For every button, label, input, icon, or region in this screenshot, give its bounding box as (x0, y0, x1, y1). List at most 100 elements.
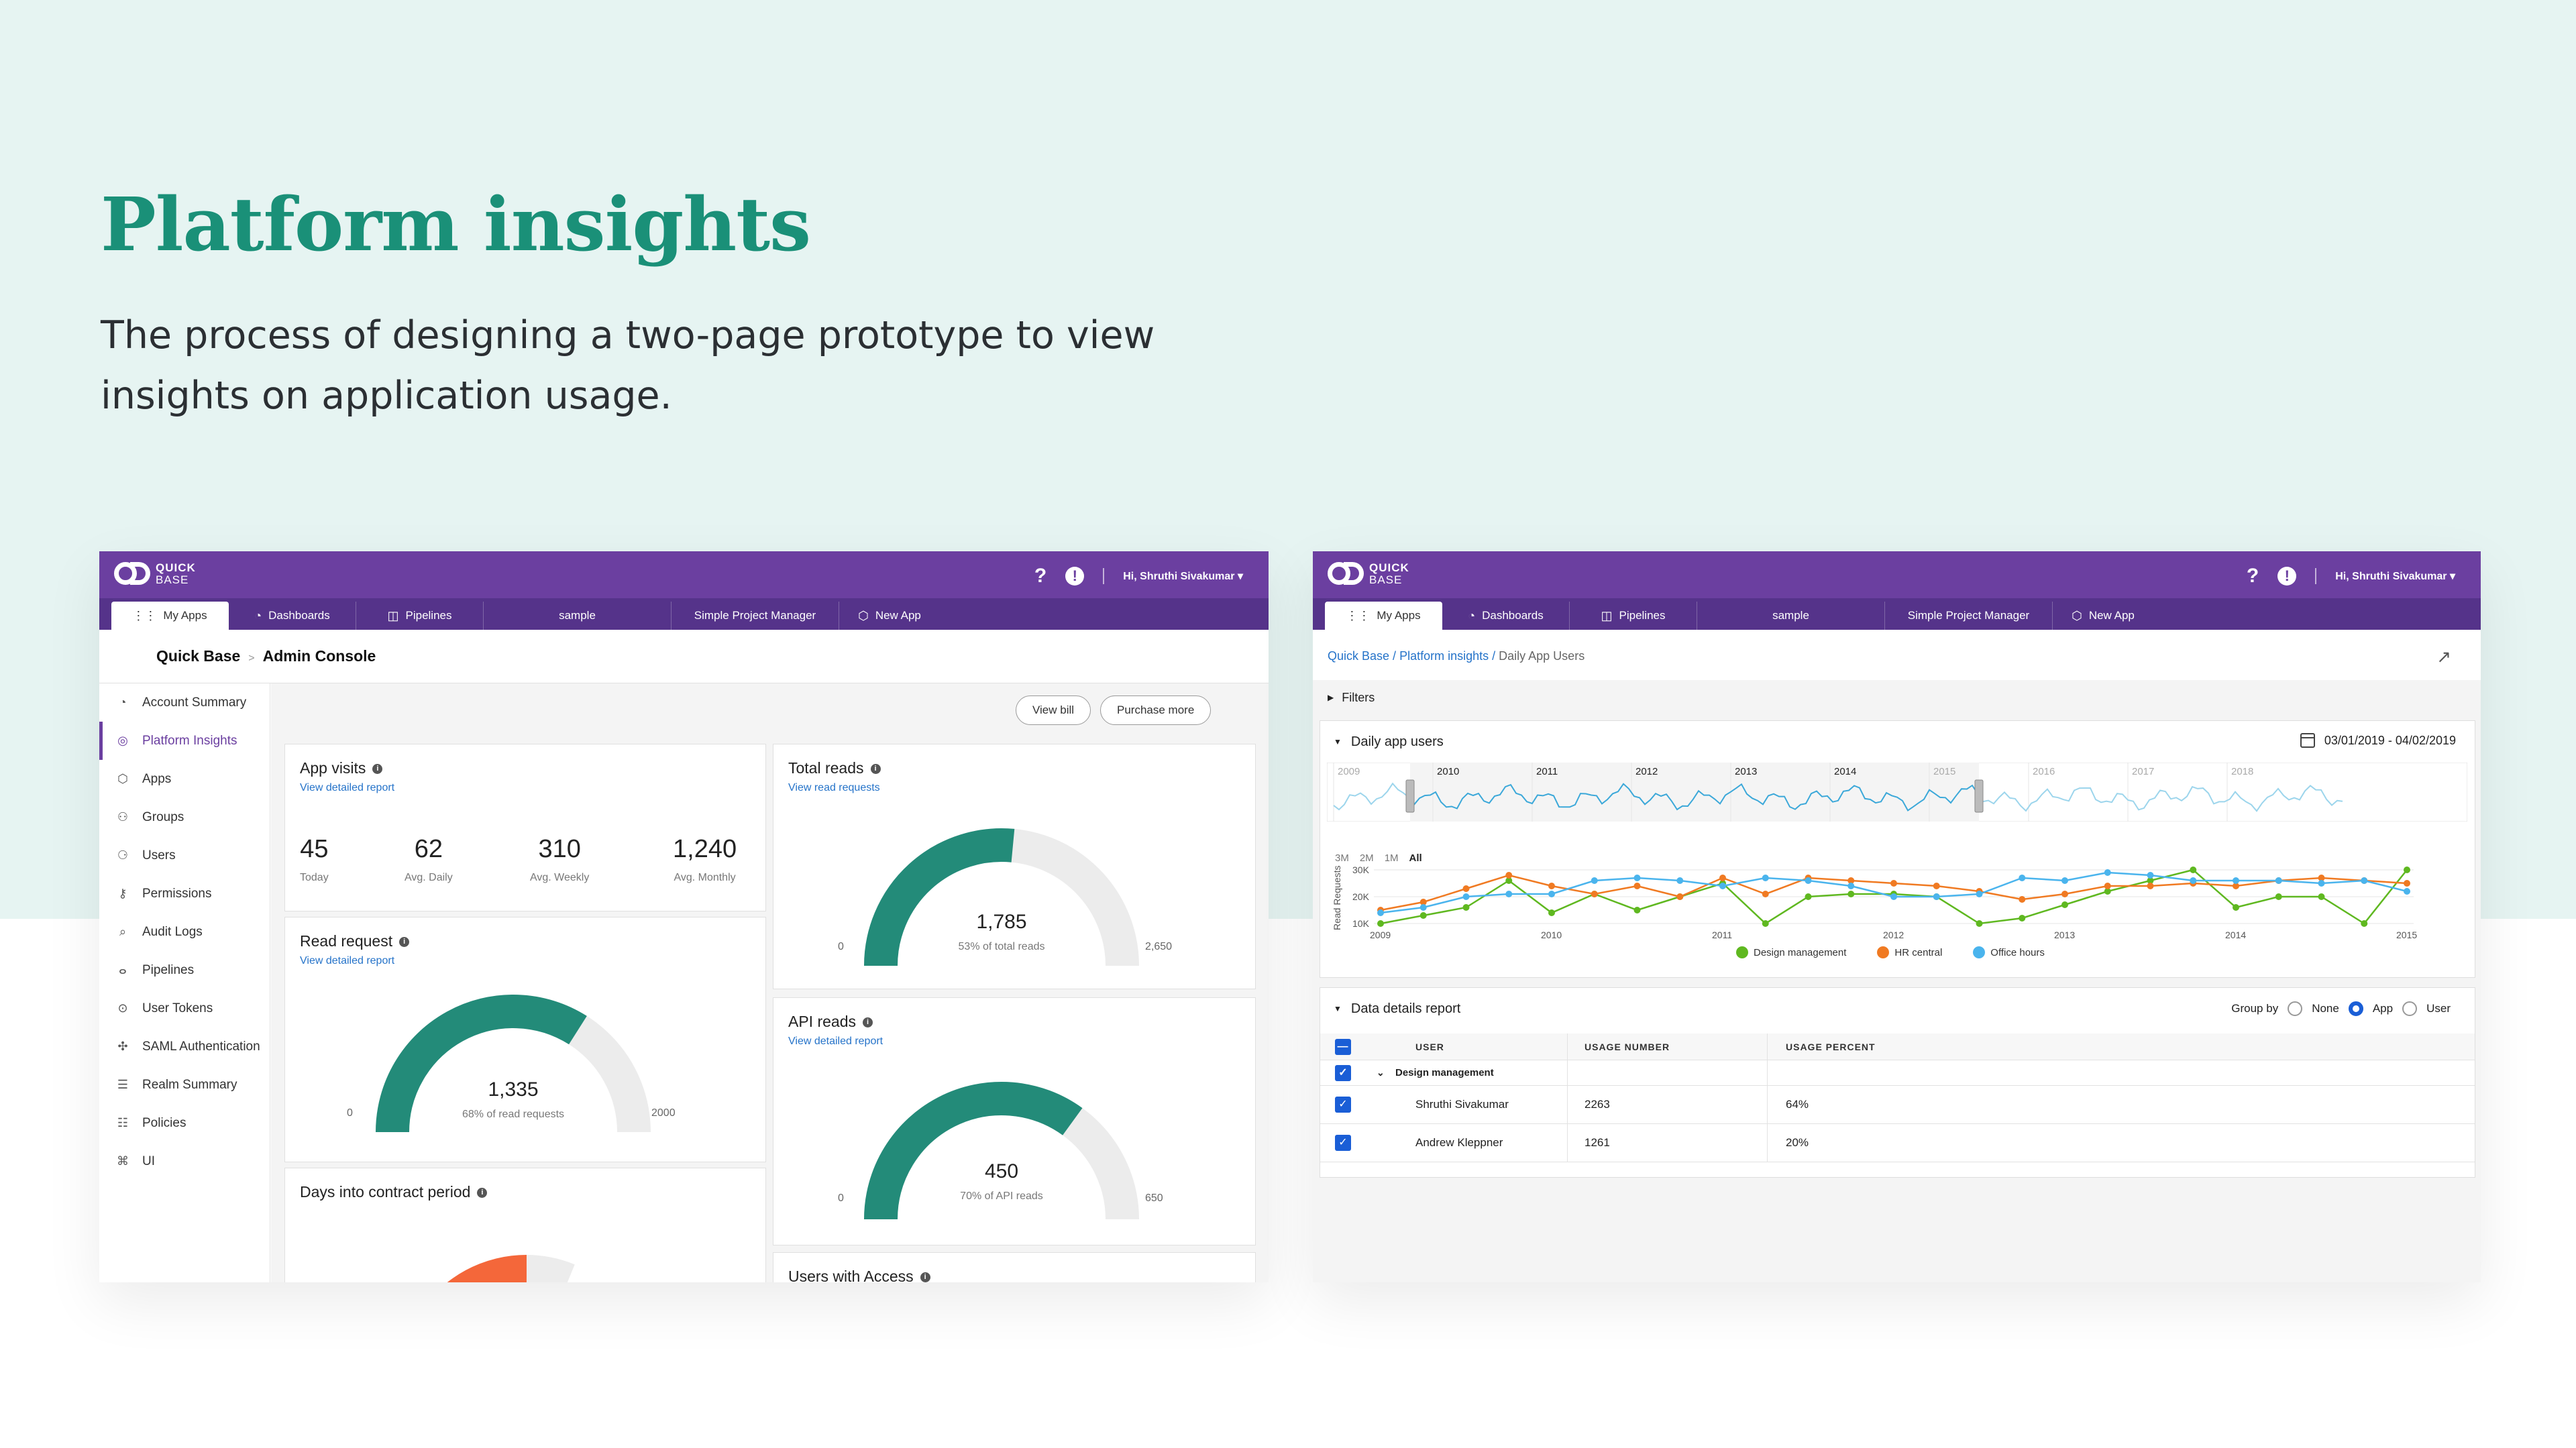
group-row[interactable]: ✓ ⌄ Design management (1320, 1060, 2475, 1086)
tab-new-app[interactable]: ⬡ New App (2053, 602, 2153, 630)
data-point[interactable] (1591, 877, 1598, 884)
data-point[interactable] (2318, 880, 2325, 887)
tab-sample[interactable]: sample (484, 602, 672, 630)
row-checkbox[interactable]: ✓ (1335, 1097, 1351, 1113)
data-point[interactable] (1633, 883, 1641, 889)
purchase-more-button[interactable]: Purchase more (1100, 695, 1212, 725)
data-point[interactable] (2233, 883, 2239, 889)
data-point[interactable] (1805, 893, 1812, 900)
view-detailed-report-link[interactable]: View detailed report (300, 955, 395, 966)
card-title[interactable]: Daily app users (1334, 734, 1444, 750)
data-point[interactable] (2104, 888, 2111, 895)
navigator-selection[interactable] (1410, 763, 1979, 822)
data-point[interactable] (1548, 891, 1555, 897)
data-point[interactable] (2233, 904, 2239, 911)
data-point[interactable] (1462, 904, 1470, 911)
data-point[interactable] (1890, 893, 1897, 900)
filters-toggle[interactable]: Filters (1328, 691, 1375, 705)
info-icon[interactable]: i (477, 1188, 488, 1199)
data-point[interactable] (2190, 877, 2197, 884)
data-point[interactable] (2318, 893, 2325, 900)
tab-my-apps[interactable]: ⋮⋮ My Apps (111, 602, 229, 630)
data-point[interactable] (1419, 904, 1427, 911)
breadcrumb-link[interactable]: Quick Base (1328, 649, 1390, 663)
data-point[interactable] (2361, 877, 2368, 884)
range-1m-button[interactable]: 1M (1384, 852, 1399, 864)
data-point[interactable] (1676, 893, 1684, 900)
legend-item[interactable]: Design management (1736, 946, 1846, 958)
column-header-user[interactable]: USER (1415, 1041, 1444, 1052)
sidebar-item-platform-insights[interactable]: ◎ Platform Insights (99, 722, 270, 760)
data-point[interactable] (1505, 891, 1513, 897)
data-point[interactable] (2147, 872, 2154, 879)
info-icon[interactable]: i (920, 1272, 930, 1282)
tab-simple-project-manager[interactable]: Simple Project Manager (672, 602, 839, 630)
quickbase-logo[interactable]: QUICK BASE (114, 561, 196, 588)
data-point[interactable] (1933, 893, 1940, 900)
column-header-usage-percent[interactable]: USAGE PERCENT (1786, 1041, 1876, 1052)
tab-dashboards[interactable]: ◔ Dashboards (229, 602, 356, 630)
data-point[interactable] (1719, 883, 1726, 889)
data-point[interactable] (1462, 893, 1470, 900)
data-point[interactable] (1719, 875, 1726, 881)
data-point[interactable] (1462, 885, 1470, 892)
select-all-checkbox[interactable]: — (1335, 1039, 1351, 1055)
group-checkbox[interactable]: ✓ (1335, 1065, 1351, 1081)
data-point[interactable] (2147, 877, 2154, 884)
expand-icon[interactable]: ↗ (2436, 647, 2451, 667)
sidebar-item-groups[interactable]: ⚇ Groups (99, 798, 270, 836)
data-point[interactable] (2104, 883, 2111, 889)
data-point[interactable] (2404, 867, 2410, 873)
data-point[interactable] (1548, 909, 1555, 916)
data-point[interactable] (2019, 896, 2026, 903)
data-point[interactable] (1933, 883, 1940, 889)
data-point[interactable] (1762, 891, 1769, 897)
alert-icon[interactable]: ! (2277, 567, 2297, 586)
info-icon[interactable]: i (863, 1017, 873, 1028)
range-all-button[interactable]: All (1409, 852, 1422, 864)
info-icon[interactable]: i (399, 937, 410, 948)
data-point[interactable] (2061, 901, 2068, 908)
data-point[interactable] (2104, 869, 2111, 876)
data-point[interactable] (1890, 880, 1897, 887)
data-point[interactable] (1377, 920, 1384, 927)
sidebar-item-pipelines[interactable]: ⴰ Pipelines (99, 951, 270, 989)
help-icon[interactable]: ? (2246, 565, 2259, 587)
sidebar-item-realm-summary[interactable]: ☰ Realm Summary (99, 1066, 270, 1104)
sidebar-item-account-summary[interactable]: ◔ Account Summary (99, 683, 270, 722)
tab-dashboards[interactable]: ◔ Dashboards (1442, 602, 1570, 630)
data-point[interactable] (2019, 915, 2026, 922)
view-bill-button[interactable]: View bill (1016, 695, 1091, 725)
data-point[interactable] (1505, 872, 1513, 879)
data-point[interactable] (1847, 891, 1855, 897)
range-2m-button[interactable]: 2M (1359, 852, 1374, 864)
info-icon[interactable]: i (870, 764, 881, 775)
data-point[interactable] (1976, 891, 1983, 897)
data-point[interactable] (1762, 920, 1769, 927)
group-user-radio[interactable] (2402, 1001, 2418, 1016)
data-point[interactable] (2275, 877, 2282, 884)
alert-icon[interactable]: ! (1065, 567, 1085, 586)
sidebar-item-permissions[interactable]: ⚷ Permissions (99, 875, 270, 913)
tab-pipelines[interactable]: ◫ Pipelines (356, 602, 484, 630)
data-point[interactable] (2147, 883, 2154, 889)
data-point[interactable] (2019, 875, 2026, 881)
date-range-picker[interactable]: 03/01/2019 - 04/02/2019 (2300, 733, 2456, 748)
legend-item[interactable]: HR central (1877, 946, 1942, 958)
data-point[interactable] (2061, 891, 2068, 897)
data-point[interactable] (1419, 899, 1427, 905)
user-menu[interactable]: Hi, Shruthi Sivakumar (2335, 569, 2455, 583)
breadcrumb-root[interactable]: Quick Base (156, 647, 241, 665)
tab-my-apps[interactable]: ⋮⋮ My Apps (1325, 602, 1442, 630)
chevron-down-icon[interactable]: ⌄ (1377, 1067, 1385, 1078)
data-point[interactable] (1591, 891, 1598, 897)
table-row[interactable]: ✓ Andrew Kleppner 1261 20% (1320, 1124, 2475, 1162)
data-point[interactable] (1505, 877, 1513, 884)
sidebar-item-ui[interactable]: ⌘ UI (99, 1142, 270, 1180)
data-point[interactable] (1633, 907, 1641, 913)
sidebar-item-user-tokens[interactable]: ⊙ User Tokens (99, 989, 270, 1027)
data-point[interactable] (1377, 909, 1384, 916)
data-point[interactable] (2404, 880, 2410, 887)
data-point[interactable] (2318, 875, 2325, 881)
data-point[interactable] (1419, 912, 1427, 919)
